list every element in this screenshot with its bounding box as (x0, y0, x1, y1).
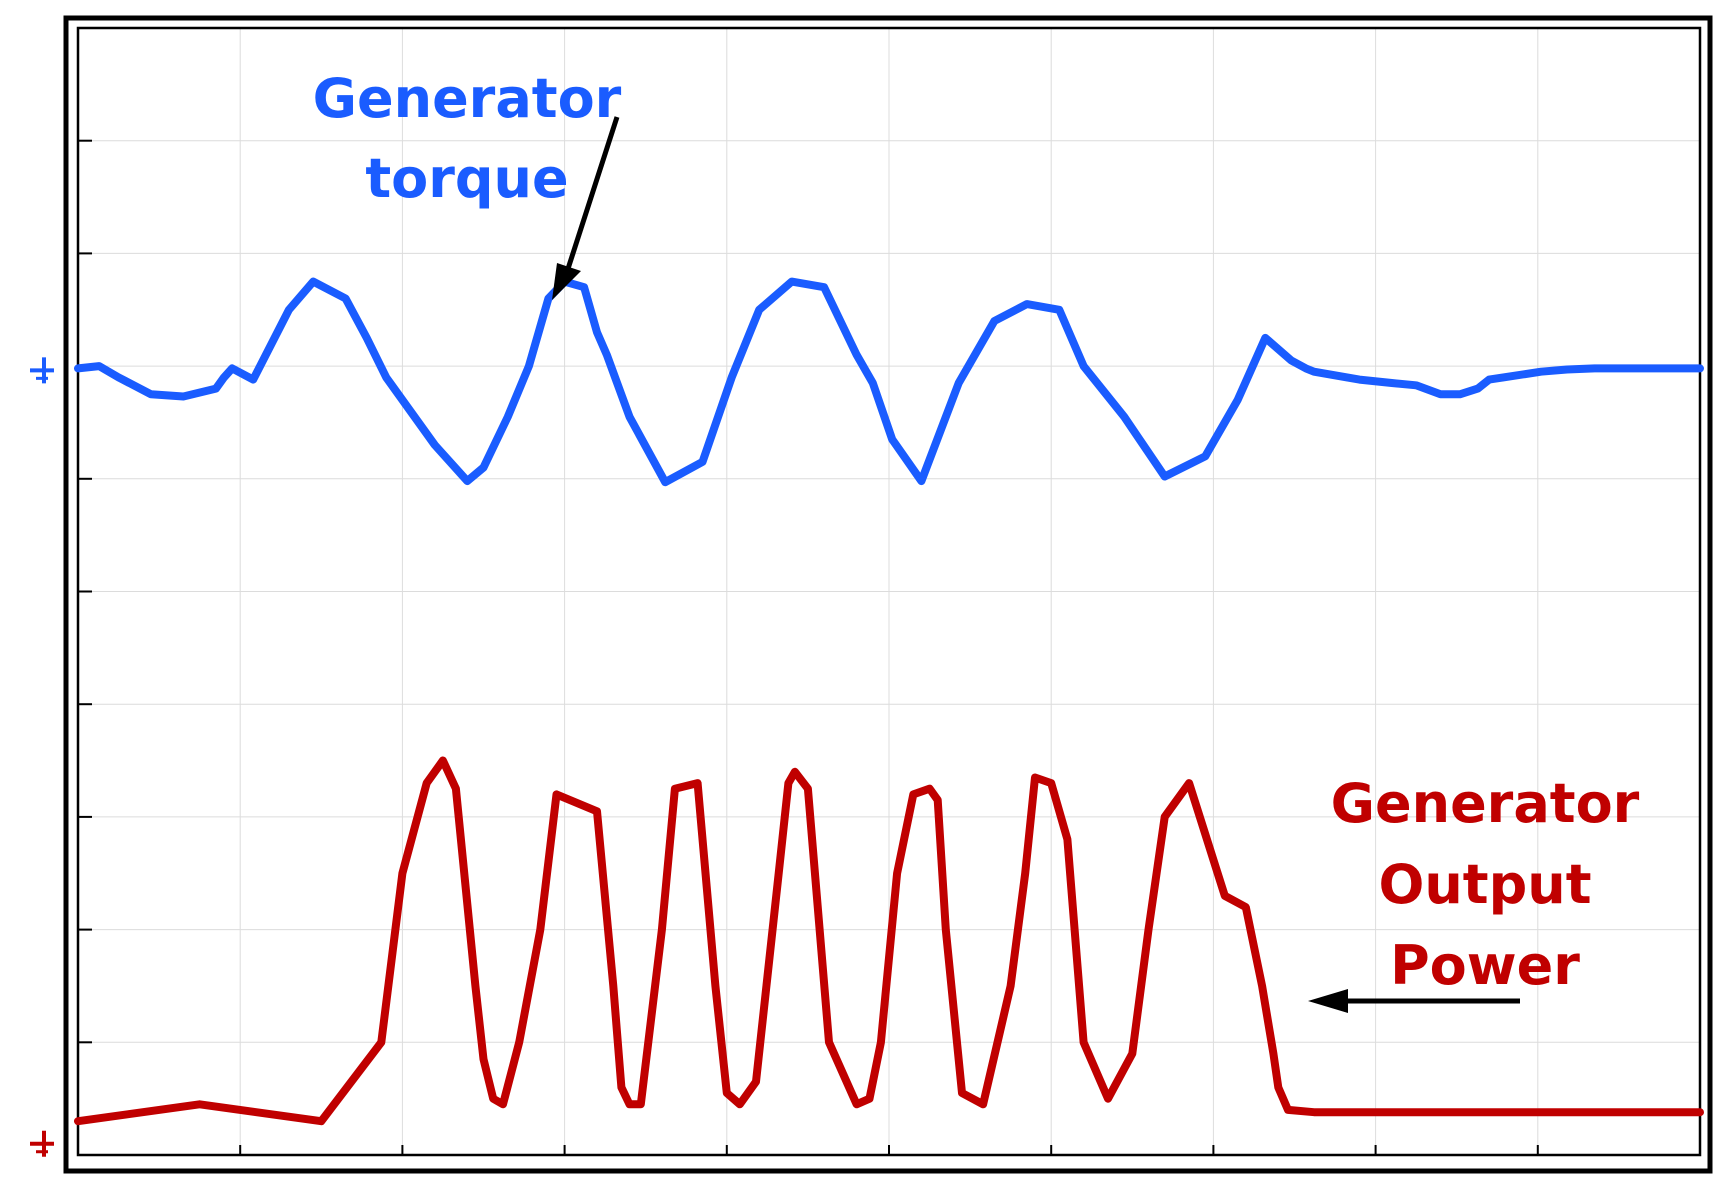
axis-ticks (78, 139, 1539, 1155)
plot-area-border (76, 26, 1702, 1157)
series-labels: Generator torque Generator Output Power (313, 67, 1640, 997)
generator-torque-label: torque (365, 147, 568, 210)
ground-markers (30, 357, 54, 1157)
torque-ground-icon (30, 357, 54, 384)
generator-torque-label: Generator (313, 67, 622, 130)
torque-arrow-head (552, 263, 581, 300)
outer-border (63, 15, 1713, 1174)
generator-output-power-label: Generator (1331, 772, 1640, 835)
generator-output-power-label: Output (1378, 853, 1591, 916)
power-ground-icon (30, 1130, 54, 1157)
generator-output-power-line (74, 756, 1704, 1126)
generator-output-power-label: Power (1390, 934, 1580, 997)
torque-arrow-shaft (563, 116, 620, 276)
plot-frame (63, 15, 1713, 1174)
series-lines (74, 277, 1704, 1126)
generator-torque-line (74, 277, 1704, 487)
annotation-arrows (552, 116, 1520, 1013)
power-arrow-head (1308, 989, 1348, 1013)
